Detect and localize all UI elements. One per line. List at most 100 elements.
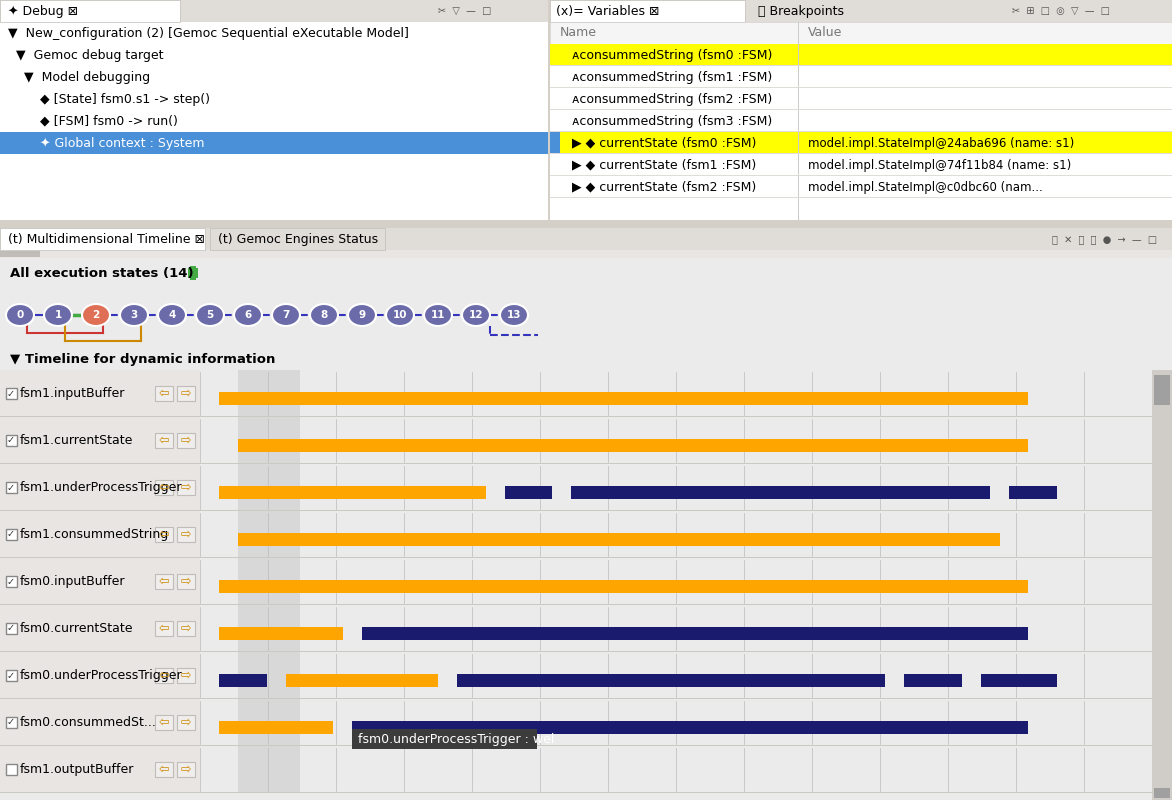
Bar [177, 715, 195, 730]
Text: fsm1.inputBuffer: fsm1.inputBuffer [20, 387, 125, 400]
Bar [155, 386, 173, 401]
Bar [0, 652, 200, 699]
Bar [155, 668, 173, 683]
Bar [177, 621, 195, 636]
Bar [457, 674, 885, 686]
Text: ᴀconsummedString (fsm2 :FSM): ᴀconsummedString (fsm2 :FSM) [564, 93, 772, 106]
Bar [0, 0, 1172, 220]
Bar [550, 22, 1172, 220]
Text: ▼  New_configuration (2) [Gemoc Sequential eXecutable Model]: ▼ New_configuration (2) [Gemoc Sequentia… [8, 26, 409, 39]
Bar [0, 370, 200, 417]
Text: fsm1.outputBuffer: fsm1.outputBuffer [20, 763, 135, 776]
Text: 4: 4 [169, 310, 176, 320]
Bar [155, 715, 173, 730]
Text: ⇦: ⇦ [158, 716, 169, 729]
Bar [238, 605, 300, 652]
Bar [981, 674, 1057, 686]
Bar [353, 721, 1028, 734]
Text: ✂  ⊞  □  ◎  ▽  —  □: ✂ ⊞ □ ◎ ▽ — □ [1011, 6, 1110, 16]
Bar [286, 674, 438, 686]
Text: ✓: ✓ [7, 482, 15, 493]
Bar [505, 486, 552, 498]
Text: ᴀconsummedString (fsm0 :FSM): ᴀconsummedString (fsm0 :FSM) [564, 49, 772, 62]
Text: ⇦: ⇦ [158, 528, 169, 541]
Text: ⇨: ⇨ [180, 528, 191, 541]
Text: 5: 5 [206, 310, 213, 320]
Bar [0, 0, 180, 22]
Bar [0, 652, 1152, 699]
Text: model.impl.StateImpl@c0dbc60 (nam...: model.impl.StateImpl@c0dbc60 (nam... [808, 181, 1043, 194]
Bar [219, 392, 1028, 405]
Text: ⇨: ⇨ [180, 387, 191, 400]
Text: ▼  Gemoc debug target: ▼ Gemoc debug target [8, 49, 164, 62]
Text: 7: 7 [282, 310, 289, 320]
Bar [219, 721, 333, 734]
Bar [0, 228, 1172, 250]
Bar [155, 762, 173, 777]
Text: ✓: ✓ [7, 530, 15, 539]
Text: ⇨: ⇨ [180, 575, 191, 588]
Bar [0, 250, 1172, 258]
Text: (t) Multidimensional Timeline ⊠: (t) Multidimensional Timeline ⊠ [8, 233, 205, 246]
Bar [0, 464, 1152, 511]
Bar [0, 0, 1172, 22]
Bar [1152, 370, 1172, 800]
Text: 11: 11 [431, 310, 445, 320]
Text: ⇦: ⇦ [158, 481, 169, 494]
Text: 6: 6 [245, 310, 252, 320]
Text: ✂  ▽  —  □: ✂ ▽ — □ [438, 6, 491, 16]
Text: 13: 13 [506, 310, 522, 320]
Text: ⇨: ⇨ [180, 434, 191, 447]
Bar [550, 132, 560, 154]
Bar [0, 417, 200, 464]
Text: 2: 2 [93, 310, 100, 320]
Ellipse shape [6, 304, 34, 326]
Bar [0, 464, 200, 511]
Bar [353, 730, 537, 749]
Bar [177, 480, 195, 495]
Ellipse shape [45, 304, 71, 326]
Bar [190, 266, 196, 280]
Ellipse shape [386, 304, 414, 326]
Bar [219, 486, 485, 498]
Bar [155, 621, 173, 636]
Bar [155, 433, 173, 448]
Ellipse shape [500, 304, 529, 326]
Text: 🔵 Breakpoints: 🔵 Breakpoints [758, 5, 844, 18]
Text: ⇦: ⇦ [158, 622, 169, 635]
Text: ▶ ◆ currentState (fsm1 :FSM): ▶ ◆ currentState (fsm1 :FSM) [564, 158, 756, 171]
Text: fsm0.inputBuffer: fsm0.inputBuffer [20, 575, 125, 588]
Bar [0, 605, 200, 652]
Text: ✓: ✓ [7, 435, 15, 446]
Bar [0, 251, 40, 257]
Text: ▶ ◆ currentState (fsm2 :FSM): ▶ ◆ currentState (fsm2 :FSM) [564, 181, 756, 194]
Text: Name: Name [560, 26, 597, 39]
Bar [219, 674, 267, 686]
Bar [188, 268, 198, 278]
Bar [155, 527, 173, 542]
Bar [0, 699, 1152, 746]
Bar [0, 746, 1152, 793]
Ellipse shape [272, 304, 300, 326]
Text: ⇨: ⇨ [180, 669, 191, 682]
Bar [219, 626, 342, 640]
Ellipse shape [158, 304, 186, 326]
Bar [177, 668, 195, 683]
Bar [550, 22, 1172, 44]
Text: ✓: ✓ [7, 623, 15, 634]
Bar [177, 527, 195, 542]
Bar [238, 558, 300, 605]
Bar [571, 486, 990, 498]
Bar [6, 435, 18, 446]
Bar [0, 258, 1172, 288]
Bar [238, 533, 1000, 546]
Text: fsm1.consummedString: fsm1.consummedString [20, 528, 169, 541]
Text: ᴀconsummedString (fsm3 :FSM): ᴀconsummedString (fsm3 :FSM) [564, 114, 772, 127]
Text: ▼ Timeline for dynamic information: ▼ Timeline for dynamic information [11, 353, 275, 366]
Bar [238, 464, 300, 511]
Bar [0, 220, 1172, 228]
Text: ⇨: ⇨ [180, 716, 191, 729]
Bar [155, 574, 173, 589]
Text: ⇦: ⇦ [158, 669, 169, 682]
Text: ⇨: ⇨ [180, 763, 191, 776]
